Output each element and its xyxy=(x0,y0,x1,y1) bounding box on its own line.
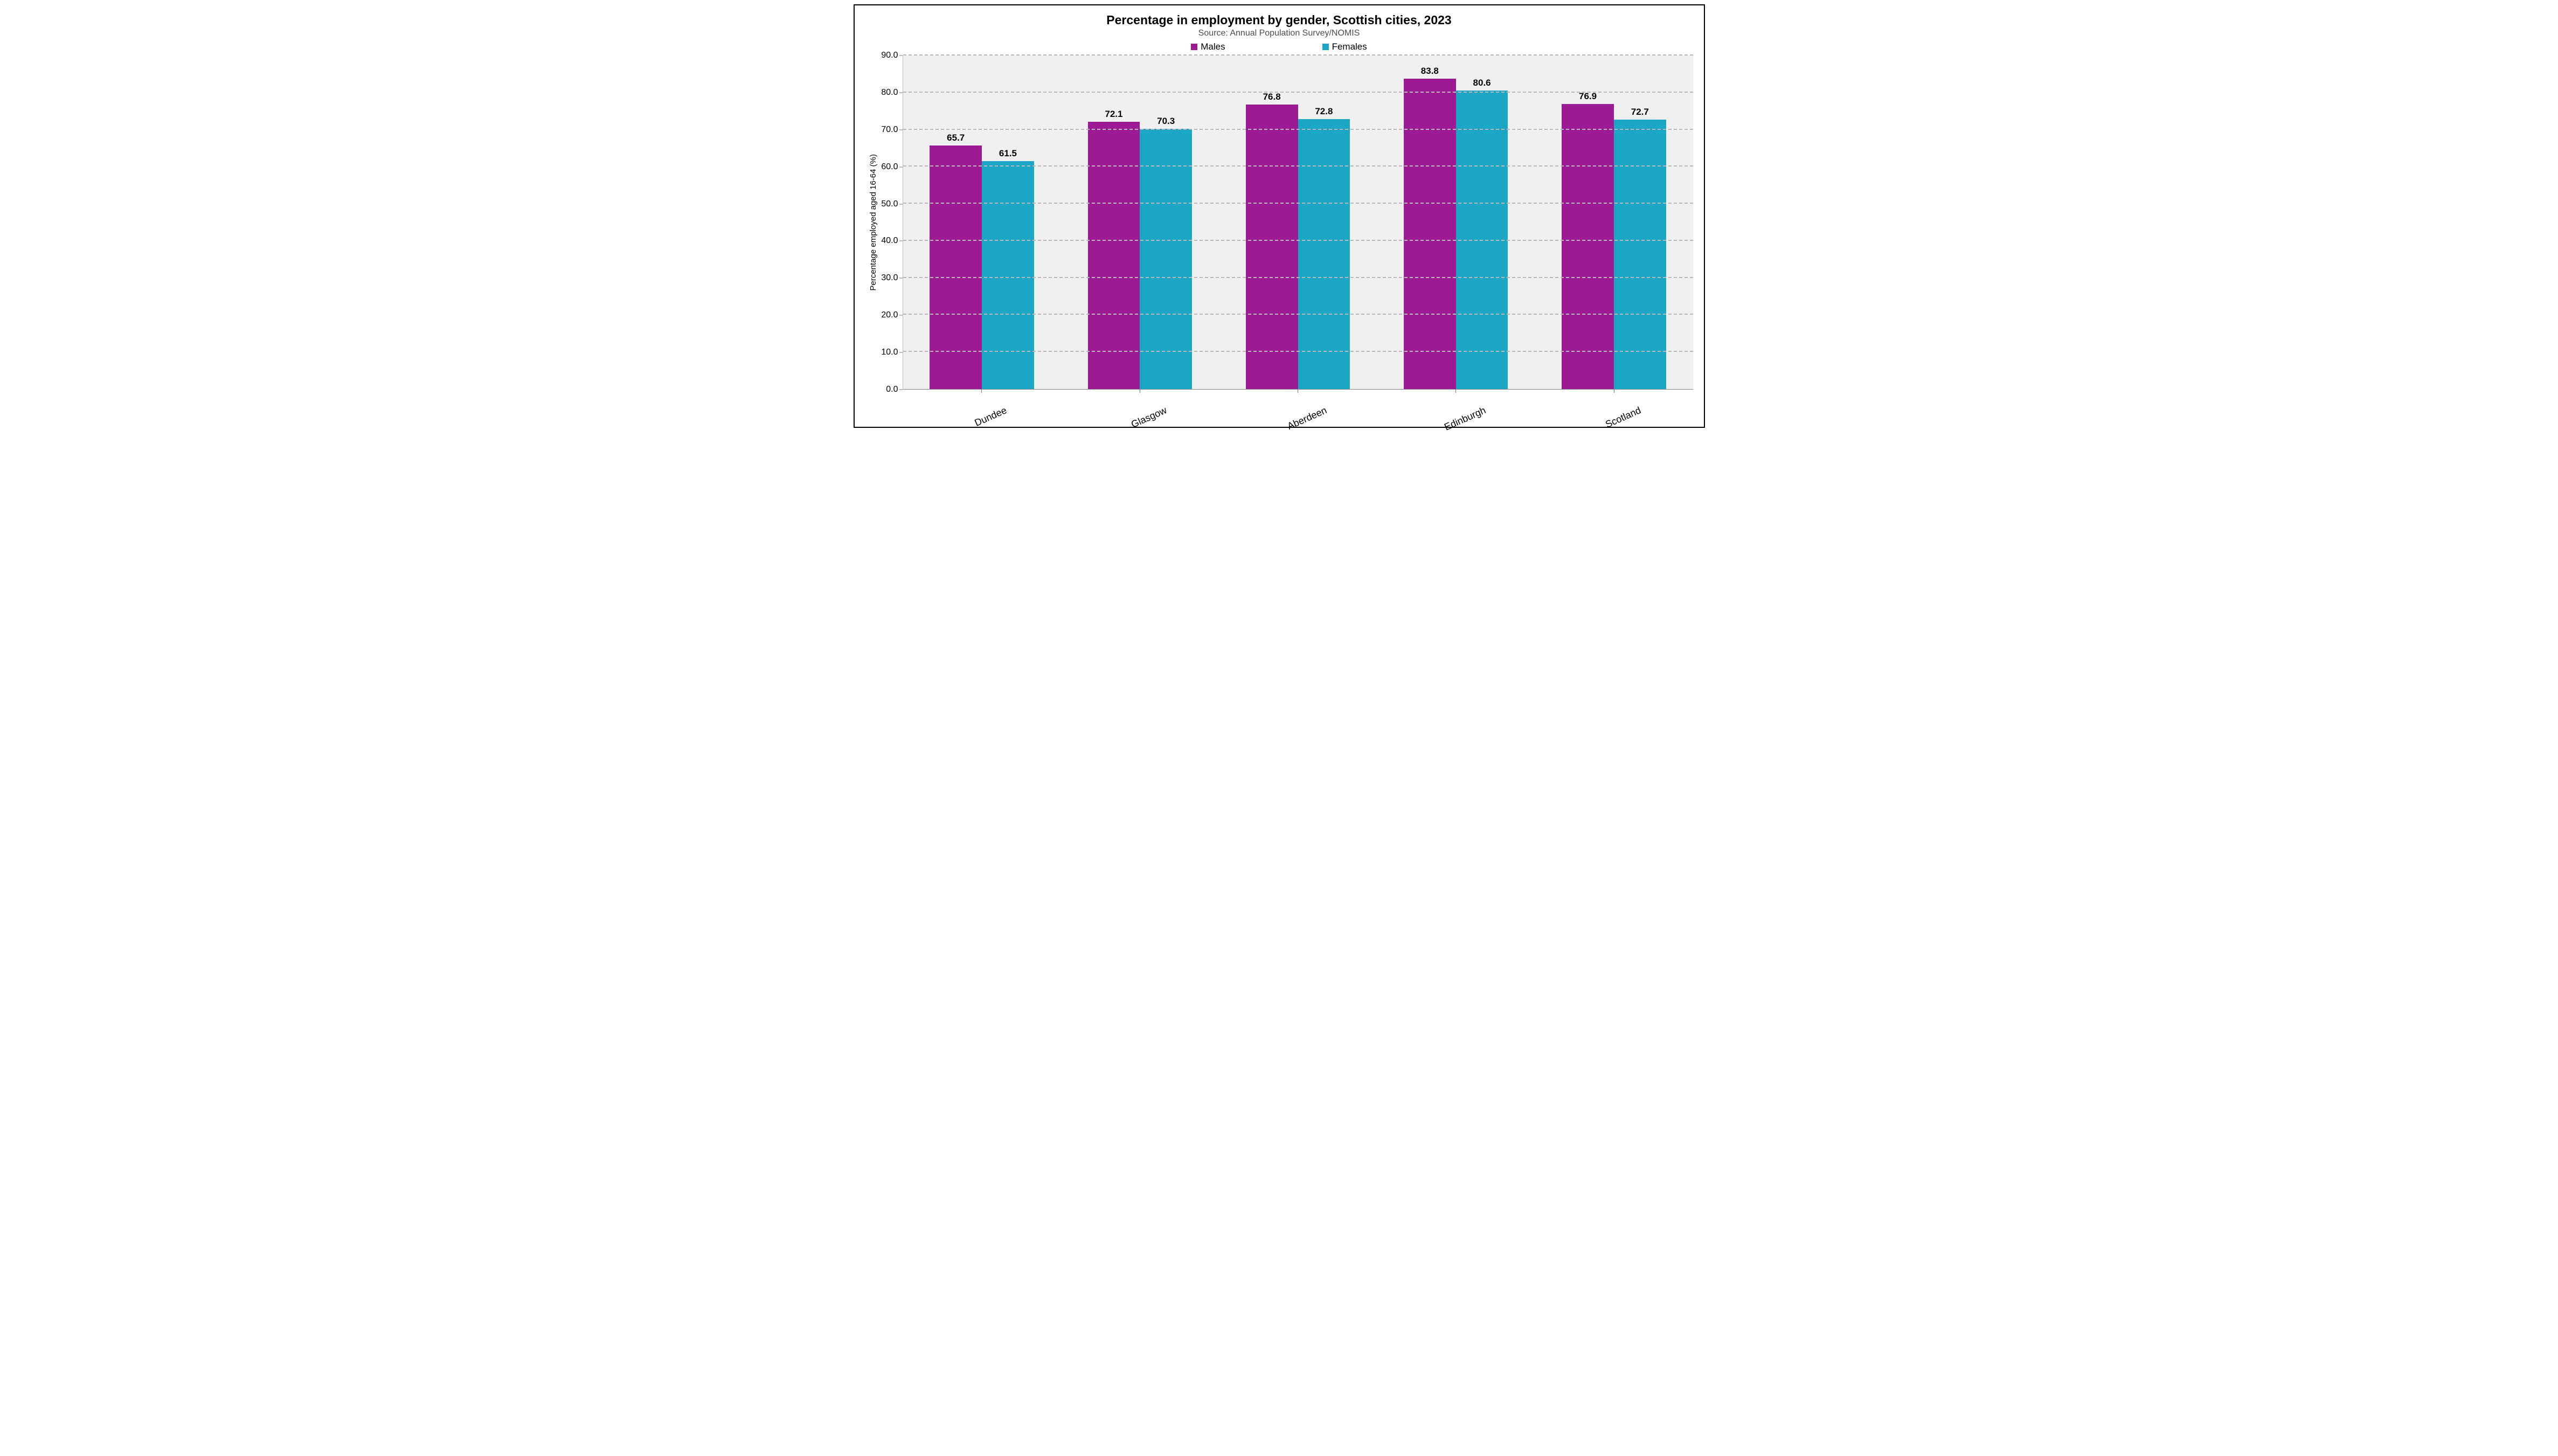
bar-group: 83.8 80.6 xyxy=(1377,56,1535,389)
plot-area: 65.761.572.170.376.872.883.880.676.972.7 xyxy=(903,56,1693,390)
y-tick-label: 0.0 xyxy=(886,385,898,394)
chart-body: Percentage employed aged 16-64 (%) 90.08… xyxy=(865,56,1693,390)
legend-label-males: Males xyxy=(1201,41,1225,52)
chart-frame: Percentage in employment by gender, Scot… xyxy=(854,4,1705,428)
gridline xyxy=(903,92,1693,93)
bar-males: 83.8 xyxy=(1404,79,1456,389)
legend-item-females: Females xyxy=(1322,41,1367,52)
bar-value-label: 65.7 xyxy=(947,133,965,143)
bar-males: 65.7 xyxy=(930,145,982,389)
x-axis-label: Aberdeen xyxy=(1218,393,1376,416)
bar-group: 72.170.3 xyxy=(1061,56,1219,389)
bar-value-label: 72.8 xyxy=(1315,106,1333,117)
bar-group: 65.761.5 xyxy=(903,56,1061,389)
y-tick-label: 70.0 xyxy=(881,126,898,134)
y-tick-label: 20.0 xyxy=(881,311,898,320)
gridline xyxy=(903,165,1693,167)
y-tick-label: 80.0 xyxy=(881,88,898,97)
bar-value-label: 76.9 xyxy=(1579,91,1597,102)
bar-females: 72.8 xyxy=(1298,119,1350,389)
x-axis-label: Edinburgh xyxy=(1377,393,1535,416)
x-tick-marks xyxy=(903,390,1693,393)
bar-females: 61.5 xyxy=(982,161,1034,389)
legend-swatch-males xyxy=(1191,44,1197,50)
y-axis-ticks: 90.080.070.060.050.040.030.020.010.00.0 xyxy=(878,56,903,390)
legend: Males Females xyxy=(865,41,1693,52)
bar-value-label: 76.8 xyxy=(1263,92,1281,102)
y-tick-label: 90.0 xyxy=(881,51,898,60)
bar-group: 76.972.7 xyxy=(1535,56,1693,389)
legend-item-males: Males xyxy=(1191,41,1225,52)
bar-males: 76.9 xyxy=(1562,104,1614,389)
y-tick-label: 60.0 xyxy=(881,163,898,171)
x-axis-label: Scotland xyxy=(1535,393,1693,416)
chart-subtitle: Source: Annual Population Survey/NOMIS xyxy=(865,29,1693,38)
bar-value-label: 70.3 xyxy=(1157,116,1175,127)
bar-females: 72.7 xyxy=(1614,120,1666,389)
x-axis-label: Dundee xyxy=(903,393,1060,416)
bar-value-label: 80.6 xyxy=(1473,78,1491,88)
y-tick-label: 40.0 xyxy=(881,237,898,245)
bar-value-label: 72.7 xyxy=(1631,107,1649,117)
bar-value-label: 83.8 xyxy=(1421,66,1439,77)
bar-males: 72.1 xyxy=(1088,122,1140,389)
gridline xyxy=(903,314,1693,315)
legend-label-females: Females xyxy=(1332,41,1367,52)
y-tick-label: 10.0 xyxy=(881,348,898,357)
gridline xyxy=(903,240,1693,241)
x-axis-labels: DundeeGlasgowAberdeenEdinburghScotland xyxy=(903,393,1693,416)
bar-females: 70.3 xyxy=(1140,129,1192,390)
legend-swatch-females xyxy=(1322,44,1329,50)
y-tick-label: 30.0 xyxy=(881,274,898,282)
gridline xyxy=(903,129,1693,130)
bar-groups: 65.761.572.170.376.872.883.880.676.972.7 xyxy=(903,56,1693,389)
y-tick-label: 50.0 xyxy=(881,200,898,209)
x-axis-label: Glasgow xyxy=(1060,393,1218,416)
bar-value-label: 72.1 xyxy=(1105,109,1122,120)
bar-value-label: 61.5 xyxy=(999,148,1017,159)
bar-males: 76.8 xyxy=(1246,105,1298,389)
gridline xyxy=(903,203,1693,204)
y-axis-title: Percentage employed aged 16-64 (%) xyxy=(865,154,878,291)
bar-group: 76.872.8 xyxy=(1219,56,1377,389)
x-axis-area: DundeeGlasgowAberdeenEdinburghScotland xyxy=(903,390,1693,416)
gridline xyxy=(903,54,1693,56)
chart-title: Percentage in employment by gender, Scot… xyxy=(865,13,1693,27)
gridline xyxy=(903,277,1693,278)
gridline xyxy=(903,351,1693,352)
